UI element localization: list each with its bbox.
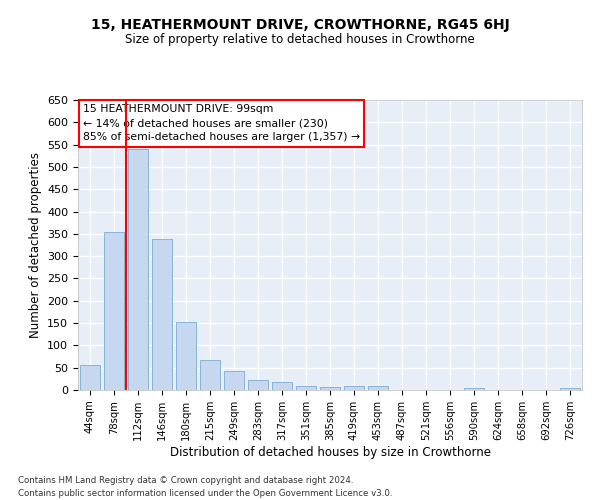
Bar [176,322,196,390]
Bar [80,366,100,390]
Bar [464,388,484,390]
Text: Contains HM Land Registry data © Crown copyright and database right 2024.: Contains HM Land Registry data © Crown c… [18,476,353,485]
Bar [224,372,244,390]
Y-axis label: Number of detached properties: Number of detached properties [29,152,41,338]
Bar [104,232,124,390]
Bar [296,386,316,390]
Bar [344,386,364,390]
Bar [128,149,148,390]
Bar [320,388,340,390]
Text: 15, HEATHERMOUNT DRIVE, CROWTHORNE, RG45 6HJ: 15, HEATHERMOUNT DRIVE, CROWTHORNE, RG45… [91,18,509,32]
Bar [248,380,268,390]
Text: 15 HEATHERMOUNT DRIVE: 99sqm
← 14% of detached houses are smaller (230)
85% of s: 15 HEATHERMOUNT DRIVE: 99sqm ← 14% of de… [83,104,360,142]
Bar [200,360,220,390]
Bar [272,382,292,390]
Bar [560,388,580,390]
Text: Size of property relative to detached houses in Crowthorne: Size of property relative to detached ho… [125,32,475,46]
Text: Contains public sector information licensed under the Open Government Licence v3: Contains public sector information licen… [18,488,392,498]
X-axis label: Distribution of detached houses by size in Crowthorne: Distribution of detached houses by size … [170,446,491,458]
Bar [368,386,388,390]
Bar [152,239,172,390]
